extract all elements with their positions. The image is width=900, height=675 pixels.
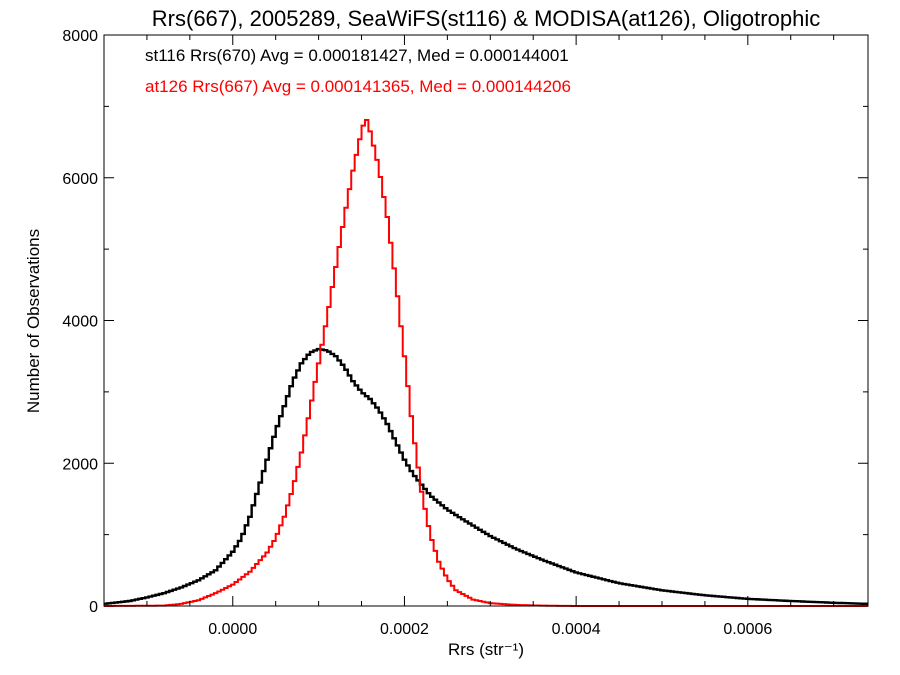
plot-series xyxy=(104,118,868,607)
x-tick-label: 0.0006 xyxy=(723,621,772,638)
legend-entry-at126: at126 Rrs(667) Avg = 0.000141365, Med = … xyxy=(145,77,571,96)
x-tick-label: 0.0002 xyxy=(380,621,429,638)
y-axis-label: Number of Observations xyxy=(24,229,43,413)
x-axis: 0.0000 0.0002 0.0004 0.0006 xyxy=(146,35,835,638)
y-tick-label: 6000 xyxy=(62,171,98,188)
legend-entry-st116: st116 Rrs(670) Avg = 0.000181427, Med = … xyxy=(145,46,569,65)
x-tick-label: 0.0000 xyxy=(208,621,257,638)
series-st116-histogram xyxy=(104,347,868,606)
x-axis-label: Rrs (str⁻¹) xyxy=(448,640,524,659)
plot-frame xyxy=(103,34,869,607)
y-axis: 0 2000 4000 6000 8000 xyxy=(62,28,868,616)
y-tick-label: 0 xyxy=(89,599,98,616)
y-tick-label: 2000 xyxy=(62,456,98,473)
y-tick-label: 8000 xyxy=(62,28,98,45)
x-tick-label: 0.0004 xyxy=(552,621,601,638)
y-tick-label: 4000 xyxy=(62,314,98,331)
chart-title: Rrs(667), 2005289, SeaWiFS(st116) & MODI… xyxy=(152,6,820,31)
